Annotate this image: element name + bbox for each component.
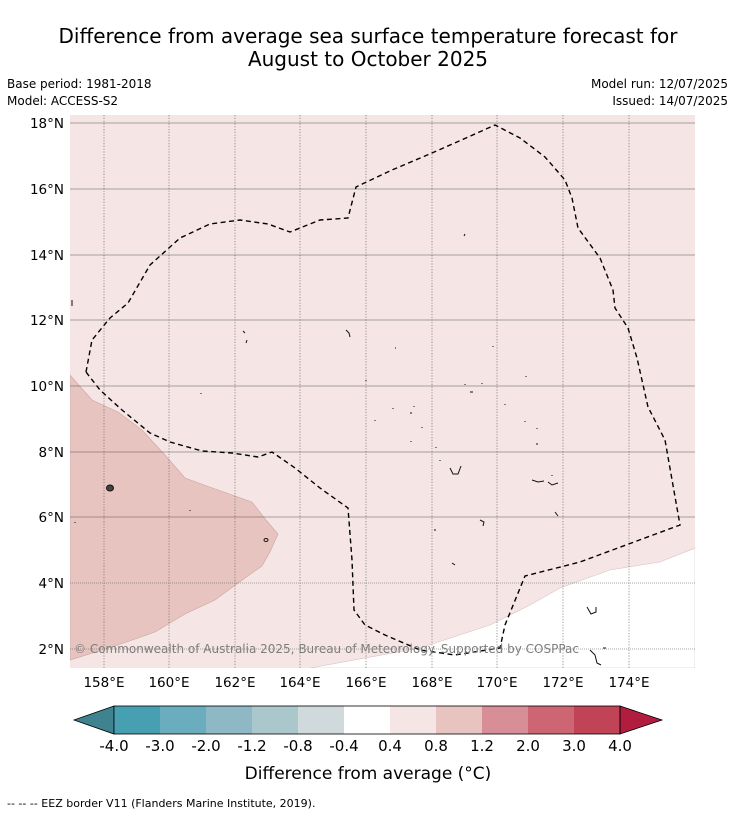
- lon-label: 170°E: [476, 675, 517, 691]
- colorbar-extend-low: [72, 705, 115, 735]
- colorbar-tick-label: -0.8: [283, 737, 312, 755]
- lon-label: 174°E: [608, 675, 649, 691]
- map-title-line-1: Difference from average sea surface temp…: [58, 24, 678, 48]
- colorbar-tick-label: -1.2: [237, 737, 266, 755]
- colorbar-tick-label: -0.4: [329, 737, 358, 755]
- colorbar-tick-label: 3.0: [562, 737, 586, 755]
- lat-label: 4°N: [39, 576, 64, 592]
- colorbar-segment: [344, 706, 390, 734]
- lat-label: 18°N: [30, 116, 64, 132]
- colorbar-segment: [114, 706, 160, 734]
- colorbar-tick-label: 2.0: [516, 737, 540, 755]
- lat-label: 12°N: [30, 313, 64, 329]
- lon-label: 166°E: [345, 675, 386, 691]
- colorbar-segment: [390, 706, 436, 734]
- lon-label: 168°E: [411, 675, 452, 691]
- lat-label: 10°N: [30, 379, 64, 395]
- colorbar-tick-label: 4.0: [608, 737, 632, 755]
- colorbar: [72, 705, 664, 735]
- map-area: © Commonwealth of Australia 2025, Bureau…: [70, 115, 695, 668]
- colorbar-tick-label: -4.0: [99, 737, 128, 755]
- colorbar-tick-label: 0.4: [378, 737, 402, 755]
- colorbar-segment: [528, 706, 574, 734]
- colorbar-tick-labels: -4.0 -3.0 -2.0 -1.2 -0.8 -0.4 0.4 0.8 1.2 2.0 3.0 4…: [99, 737, 632, 755]
- lat-label: 6°N: [39, 510, 64, 526]
- colorbar-segment: [160, 706, 206, 734]
- lat-label: 2°N: [39, 642, 64, 658]
- colorbar-extend-high: [619, 705, 664, 735]
- model-run-label: Model run: 12/07/2025: [590, 77, 728, 91]
- colorbar-tick-label: 1.2: [470, 737, 494, 755]
- colorbar-segment: [436, 706, 482, 734]
- anomaly-field-0.8-1.2: [70, 374, 279, 661]
- colorbar-segment: [482, 706, 528, 734]
- colorbar-segment: [206, 706, 252, 734]
- colorbar-segment: [574, 706, 620, 734]
- eez-footnote: -- -- -- EEZ border V11 (Flanders Marine…: [7, 797, 316, 810]
- lat-label: 16°N: [30, 182, 64, 198]
- colorbar-tick-label: 0.8: [424, 737, 448, 755]
- anomaly-field-near-average: [309, 547, 695, 668]
- lon-label: 162°E: [214, 675, 255, 691]
- copyright-notice: © Commonwealth of Australia 2025, Bureau…: [74, 642, 579, 656]
- colorbar-tick-label: -2.0: [191, 737, 220, 755]
- lon-label: 158°E: [83, 675, 124, 691]
- issued-label: Issued: 14/07/2025: [612, 94, 728, 108]
- lon-label: 164°E: [279, 675, 320, 691]
- island-outlines: [71, 233, 606, 666]
- lat-label: 8°N: [39, 445, 64, 461]
- model-label: Model: ACCESS-S2: [7, 94, 119, 108]
- eez-border: [85, 124, 681, 656]
- lon-label: 172°E: [542, 675, 583, 691]
- latitude-labels: 18°N 16°N 14°N 12°N 10°N 8°N 6°N 4°N 2°N: [30, 116, 64, 658]
- colorbar-outline: [113, 705, 621, 735]
- longitude-labels: 158°E 160°E 162°E 164°E 166°E 168°E 170°…: [83, 675, 649, 691]
- colorbar-segment: [252, 706, 298, 734]
- latitude-gridlines: [70, 122, 695, 650]
- lon-label: 160°E: [148, 675, 189, 691]
- base-period-label: Base period: 1981-2018: [7, 77, 152, 91]
- colorbar-segment: [298, 706, 344, 734]
- lat-label: 14°N: [30, 248, 64, 264]
- colorbar-tick-label: -3.0: [145, 737, 174, 755]
- map-title-line-2: August to October 2025: [247, 47, 489, 71]
- colorbar-title: Difference from average (°C): [244, 764, 492, 784]
